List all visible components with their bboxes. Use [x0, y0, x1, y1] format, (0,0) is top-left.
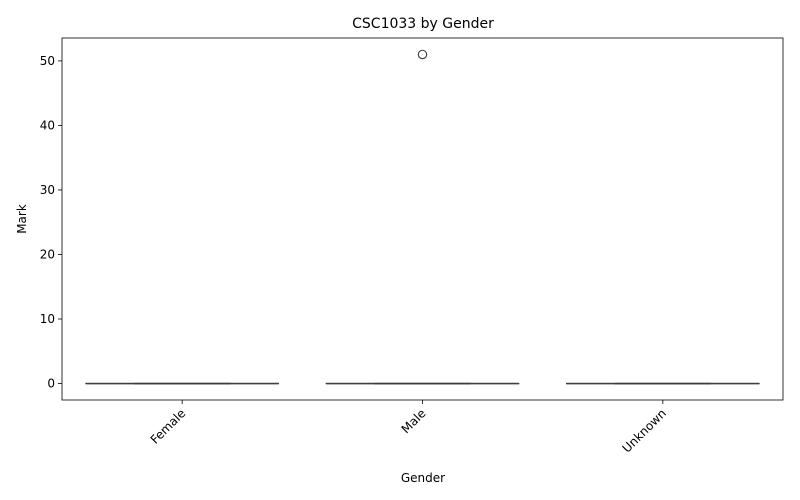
y-tick-label: 40 — [40, 118, 55, 132]
y-axis: 0 10 20 30 40 50 — [40, 54, 62, 391]
x-axis-label: Gender — [401, 471, 445, 485]
box-series — [85, 49, 760, 385]
y-tick-label: 30 — [40, 183, 55, 197]
y-tick-label: 50 — [40, 54, 55, 68]
y-tick-label: 20 — [40, 247, 55, 261]
y-tick-label: 10 — [40, 312, 55, 326]
box-male — [325, 49, 520, 385]
x-axis: Female Male Unknown — [148, 400, 669, 456]
x-tick-label: Male — [399, 406, 429, 436]
y-tick-label: 0 — [47, 377, 55, 391]
x-tick-label: Female — [148, 406, 189, 447]
y-axis-label: Mark — [15, 204, 29, 234]
plot-area — [61, 37, 784, 401]
chart-title: CSC1033 by Gender — [352, 16, 494, 32]
outlier-point — [417, 49, 428, 60]
x-tick-label: Unknown — [620, 406, 669, 455]
